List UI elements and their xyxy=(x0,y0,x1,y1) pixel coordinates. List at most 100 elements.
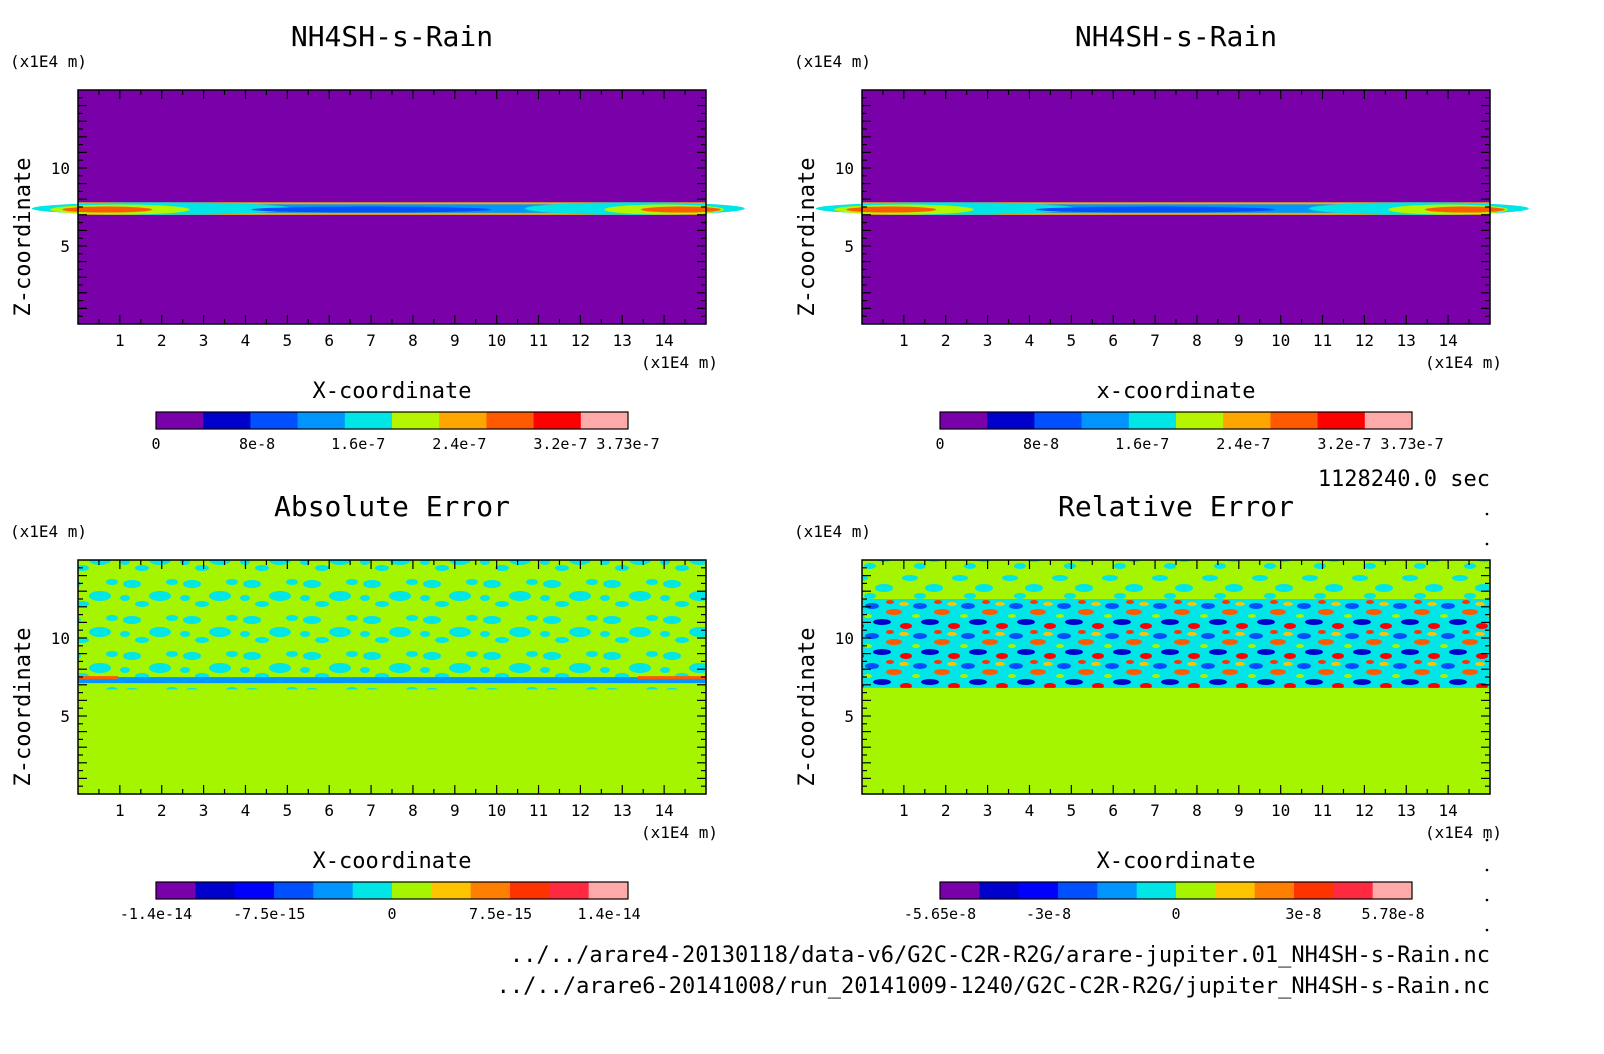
field-plot xyxy=(815,90,1529,324)
x-unit-label: (x1E4 m) xyxy=(641,353,718,372)
y-unit-label: (x1E4 m) xyxy=(794,522,871,541)
panel-title: Relative Error xyxy=(1058,490,1294,523)
y-tick-label: 10 xyxy=(835,159,854,178)
x-tick-label: 1 xyxy=(115,801,125,820)
colorbar-frame xyxy=(155,881,629,900)
y-unit-label: (x1E4 m) xyxy=(10,522,87,541)
error-band-edge xyxy=(78,676,118,680)
x-unit-label: (x1E4 m) xyxy=(1425,353,1502,372)
colorbar-swatch xyxy=(940,412,988,429)
colorbar-tick-label: 3.2e-7 xyxy=(1317,435,1371,453)
x-tick-label: 4 xyxy=(1025,331,1035,350)
x-tick-label: 6 xyxy=(1108,331,1118,350)
x-tick-label: 9 xyxy=(1234,801,1244,820)
x-tick-label: 1 xyxy=(115,331,125,350)
colorbar-swatch xyxy=(588,882,629,899)
colorbar-swatch xyxy=(1317,412,1366,429)
x-tick-label: 3 xyxy=(983,801,993,820)
colorbar: -5.65e-8 -3e-8 0 3e-8 5.78e-8 xyxy=(904,881,1425,923)
panel-title: NH4SH-s-Rain xyxy=(291,20,493,53)
x-tick-label: 13 xyxy=(613,331,632,350)
colorbar-swatch xyxy=(510,882,550,899)
layer-peak xyxy=(62,206,153,213)
layer-patch xyxy=(1035,206,1276,213)
x-tick-label: 6 xyxy=(324,331,334,350)
x-tick-label: 1 xyxy=(899,331,909,350)
rain-layer-top-edge xyxy=(862,202,1490,205)
layer-patch xyxy=(251,206,492,213)
colorbar-swatch xyxy=(234,882,275,899)
colorbar-tick-label: 5.78e-8 xyxy=(1362,905,1425,923)
noise-region xyxy=(78,560,706,690)
colorbar-tick-label: 2.4e-7 xyxy=(1216,435,1270,453)
colorbar-swatch xyxy=(1176,412,1224,429)
colorbar-swatch xyxy=(1364,412,1413,429)
x-axis-label: X-coordinate xyxy=(313,379,472,404)
colorbar-swatch xyxy=(470,882,511,899)
colorbar-tick-label: 7.5e-15 xyxy=(469,905,532,923)
colorbar-tick-label: 1.6e-7 xyxy=(331,435,385,453)
x-tick-label: 5 xyxy=(1067,331,1077,350)
panel-title: Absolute Error xyxy=(274,490,510,523)
margin-dot xyxy=(1485,868,1489,872)
x-tick-label: 7 xyxy=(366,331,376,350)
colorbar-frame xyxy=(939,881,1413,900)
colorbar-frame xyxy=(155,411,629,430)
colorbar-swatch xyxy=(1018,882,1059,899)
colorbar: -1.4e-14 -7.5e-15 0 7.5e-15 1.4e-14 xyxy=(120,881,641,923)
colorbar-swatch xyxy=(940,882,980,899)
x-tick-label: 9 xyxy=(450,801,460,820)
x-tick-label: 13 xyxy=(613,801,632,820)
y-unit-label: (x1E4 m) xyxy=(794,52,871,71)
x-tick-label: 4 xyxy=(1025,801,1035,820)
x-tick-label: 8 xyxy=(1192,331,1202,350)
colorbar-swatch xyxy=(1270,412,1319,429)
y-axis-label: Z-coordinate xyxy=(795,628,820,787)
colorbar-swatch xyxy=(195,882,236,899)
colorbar-tick-label: 8e-8 xyxy=(1023,435,1059,453)
rain-layer-bottom-edge xyxy=(862,212,1490,215)
colorbar-swatch xyxy=(1223,412,1271,429)
x-tick-label: 7 xyxy=(1150,801,1160,820)
colorbar-swatch xyxy=(392,882,432,899)
colorbar-swatch xyxy=(580,412,629,429)
colorbar-swatch xyxy=(274,882,314,899)
panel-title: NH4SH-s-Rain xyxy=(1075,20,1277,53)
x-tick-label: 14 xyxy=(655,331,674,350)
colorbar-tick-label: 1.6e-7 xyxy=(1115,435,1169,453)
x-tick-label: 11 xyxy=(1313,801,1332,820)
colorbar-swatch xyxy=(1058,882,1098,899)
colorbar-swatch xyxy=(156,412,204,429)
x-tick-label: 12 xyxy=(571,331,590,350)
x-tick-label: 8 xyxy=(408,331,418,350)
colorbar-swatch xyxy=(1372,882,1413,899)
x-axis-label: x-coordinate xyxy=(1097,379,1256,404)
panel-3: Absolute Error(x1E4 m)1 2 3 4 5 6 7 8 9 10 11 12 13 1… xyxy=(10,490,718,923)
colorbar-swatch xyxy=(1215,882,1256,899)
x-tick-label: 9 xyxy=(1234,331,1244,350)
y-unit-label: (x1E4 m) xyxy=(10,52,87,71)
x-tick-label: 12 xyxy=(1355,801,1374,820)
colorbar-tick-label: 0 xyxy=(1171,905,1180,923)
x-tick-label: 3 xyxy=(199,331,209,350)
x-tick-label: 5 xyxy=(283,331,293,350)
colorbar-swatch xyxy=(1081,412,1130,429)
colorbar-swatch xyxy=(486,412,535,429)
colorbar-tick-label: 3.73e-7 xyxy=(1380,435,1443,453)
colorbar-swatch xyxy=(344,412,393,429)
x-unit-label: (x1E4 m) xyxy=(641,823,718,842)
margin-dot xyxy=(1485,898,1489,902)
colorbar-swatch xyxy=(431,882,472,899)
x-tick-label: 11 xyxy=(1313,331,1332,350)
y-tick-label: 5 xyxy=(60,707,70,726)
margin-dot xyxy=(1485,928,1489,932)
x-tick-label: 5 xyxy=(283,801,293,820)
colorbar-tick-label: 3e-8 xyxy=(1285,905,1321,923)
colorbar-tick-label: 0 xyxy=(387,905,396,923)
colorbar-tick-label: 1.4e-14 xyxy=(578,905,641,923)
x-tick-label: 14 xyxy=(655,801,674,820)
x-tick-label: 3 xyxy=(983,331,993,350)
colorbar-tick-label: 3.73e-7 xyxy=(596,435,659,453)
colorbar-swatch xyxy=(979,882,1020,899)
